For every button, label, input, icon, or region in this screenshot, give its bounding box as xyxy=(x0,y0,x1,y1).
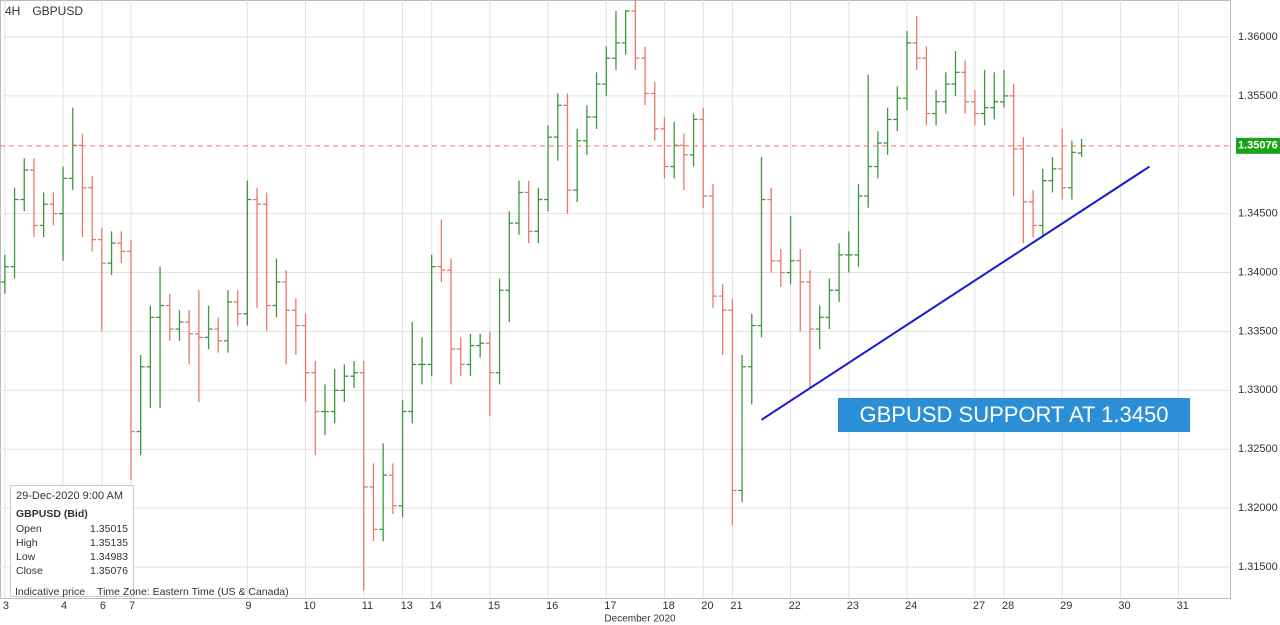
info-value: 1.35015 xyxy=(90,523,128,535)
x-tick-label: 29 xyxy=(1060,600,1072,612)
x-tick-label: 6 xyxy=(100,600,106,612)
x-tick-label: 21 xyxy=(730,600,742,612)
y-tick-label: 1.32000 xyxy=(1238,502,1278,514)
symbol: GBPUSD xyxy=(32,4,84,18)
y-tick-label: 1.33000 xyxy=(1238,384,1278,396)
x-tick-label: 23 xyxy=(847,600,859,612)
info-value: 1.34983 xyxy=(90,551,128,563)
x-tick-label: 10 xyxy=(304,600,316,612)
x-tick-label: 17 xyxy=(604,600,616,612)
x-tick-label: 15 xyxy=(488,600,500,612)
info-label: Open xyxy=(16,523,42,535)
info-row: High 1.35135 xyxy=(16,536,128,550)
x-tick-label: 11 xyxy=(362,600,373,612)
info-title: GBPUSD (Bid) xyxy=(16,508,88,520)
y-tick-label: 1.32500 xyxy=(1238,443,1278,455)
x-tick-label: 28 xyxy=(1002,600,1014,612)
x-tick-label: 31 xyxy=(1177,600,1189,612)
info-box: 29-Dec-2020 9:00 AM GBPUSD (Bid) Open 1.3… xyxy=(10,485,134,597)
x-tick-label: 3 xyxy=(3,600,9,612)
last-price-tag xyxy=(1236,137,1280,154)
info-label: High xyxy=(16,537,38,549)
y-tick-label: 1.31500 xyxy=(1238,561,1278,573)
info-value: 1.35076 xyxy=(90,565,128,577)
x-tick-label: 16 xyxy=(546,600,558,612)
info-label: Low xyxy=(16,551,36,563)
info-label: Close xyxy=(16,565,43,577)
y-tick-label: 1.35500 xyxy=(1238,90,1278,102)
x-tick-label: 22 xyxy=(789,600,801,612)
footer-note: Time Zone: Eastern Time (US & Canada) xyxy=(97,586,289,598)
x-axis-label: December 2020 xyxy=(604,614,676,625)
info-datetime: 29-Dec-2020 9:00 AM xyxy=(16,490,124,502)
header: 4H GBPUSD xyxy=(5,4,95,18)
x-tick-label: 13 xyxy=(401,600,413,612)
y-tick-label: 1.36000 xyxy=(1238,31,1278,43)
x-tick-label: 4 xyxy=(61,600,67,612)
plot-border xyxy=(0,0,1231,599)
x-tick-label: 7 xyxy=(129,600,135,612)
x-tick-label: 18 xyxy=(662,600,674,612)
footer-note: Indicative price xyxy=(15,586,86,598)
x-tick-label: 30 xyxy=(1118,600,1130,612)
x-tick-label: 27 xyxy=(973,600,985,612)
info-row: Low 1.34983 xyxy=(16,550,128,564)
x-tick-label: 20 xyxy=(701,600,713,612)
footer: Indicative price Time Zone: Eastern Time … xyxy=(15,586,301,598)
last-price-label: 1.35076 xyxy=(1238,140,1278,152)
x-tick-label: 9 xyxy=(245,600,251,612)
info-row: Close 1.35076 xyxy=(16,564,128,578)
timeframe: 4H xyxy=(5,4,21,18)
info-value: 1.35135 xyxy=(90,537,128,549)
info-row: Open 1.35015 xyxy=(16,522,128,536)
x-tick-label: 24 xyxy=(905,600,917,612)
y-tick-label: 1.33500 xyxy=(1238,325,1278,337)
y-tick-label: 1.34500 xyxy=(1238,208,1278,220)
trendline xyxy=(760,165,1151,421)
annotation: GBPUSD SUPPORT AT 1.3450 xyxy=(838,398,1190,432)
y-tick-label: 1.34000 xyxy=(1238,266,1278,278)
x-tick-label: 14 xyxy=(430,600,442,612)
